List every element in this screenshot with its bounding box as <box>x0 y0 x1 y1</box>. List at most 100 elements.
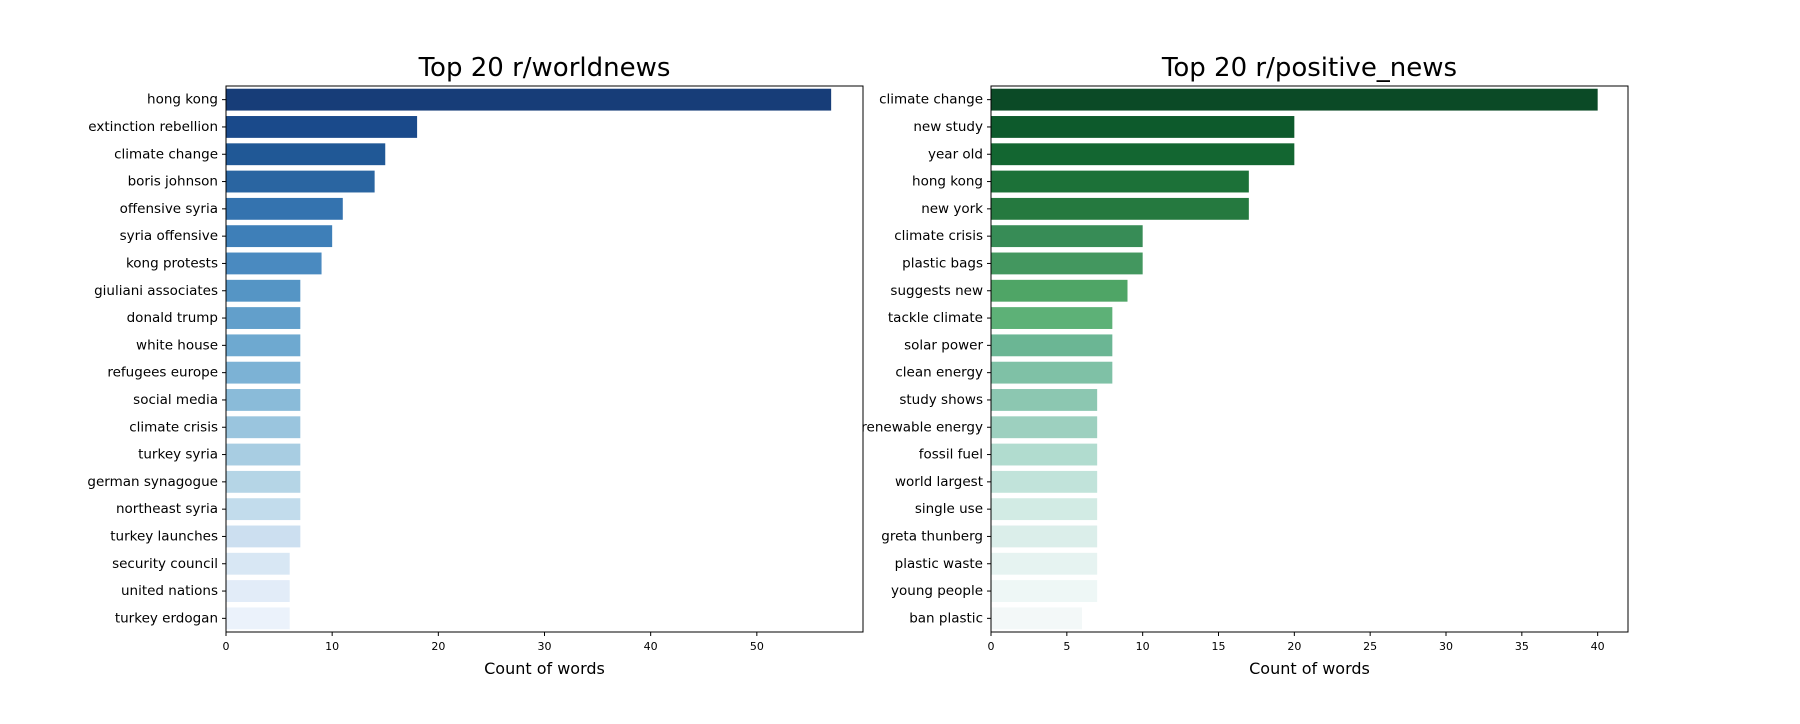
category-label: plastic bags <box>902 255 983 271</box>
x-tick-label: 20 <box>431 640 445 653</box>
bar <box>226 552 290 575</box>
x-tick-label: 10 <box>325 640 339 653</box>
category-label: german synagogue <box>87 474 218 490</box>
x-tick-label: 0 <box>988 640 995 653</box>
bar <box>226 580 290 602</box>
chart-panel-1: hong kong extinction rebellion climate cha… <box>87 53 864 678</box>
category-label: ban plastic <box>909 610 983 626</box>
bar <box>226 607 290 630</box>
category-label: solar power <box>904 337 983 353</box>
category-label: kong protests <box>126 255 218 271</box>
bar <box>991 197 1249 220</box>
bar <box>991 389 1098 411</box>
category-label: greta thunberg <box>881 528 983 544</box>
x-tick-label: 30 <box>1439 640 1453 653</box>
bar <box>991 552 1098 575</box>
category-label: white house <box>136 337 218 353</box>
bar <box>991 498 1098 521</box>
x-axis-label: Count of words <box>484 659 605 678</box>
x-tick-label: 50 <box>750 640 764 653</box>
category-label: refugees europe <box>107 365 218 381</box>
category-label: turkey launches <box>110 528 218 544</box>
category-label: offensive syria <box>120 201 218 217</box>
chart-title: Top 20 r/worldnews <box>418 53 671 83</box>
category-label: social media <box>133 392 218 408</box>
bar <box>991 225 1143 248</box>
category-label: turkey erdogan <box>115 610 218 626</box>
category-label: boris johnson <box>128 174 218 190</box>
bar <box>226 361 301 384</box>
category-label: northeast syria <box>116 501 218 517</box>
x-tick-label: 15 <box>1212 640 1226 653</box>
category-label: donald trump <box>127 310 218 326</box>
bar <box>226 470 301 493</box>
plot-frame <box>225 85 864 633</box>
bar <box>226 389 301 411</box>
category-label: hong kong <box>912 174 983 190</box>
bar <box>226 498 301 521</box>
bar <box>991 443 1098 466</box>
category-label: single use <box>915 501 983 517</box>
category-label: suggests new <box>890 283 983 299</box>
bar <box>991 116 1295 138</box>
bar <box>226 143 386 166</box>
bar <box>991 607 1082 630</box>
bar <box>991 470 1098 493</box>
x-tick-label: 10 <box>1136 640 1150 653</box>
category-label: young people <box>891 583 983 599</box>
category-label: syria offensive <box>120 228 218 244</box>
bar <box>991 279 1128 302</box>
category-label: study shows <box>899 392 983 408</box>
x-tick-label: 35 <box>1515 640 1529 653</box>
x-tick-label: 40 <box>644 640 658 653</box>
bar <box>226 116 418 138</box>
category-label: new study <box>913 119 983 135</box>
bar <box>226 197 343 220</box>
bar <box>991 525 1098 548</box>
x-tick-label: 0 <box>223 640 230 653</box>
bar <box>226 416 301 439</box>
category-label: climate crisis <box>894 228 983 244</box>
category-label: clean energy <box>895 365 983 381</box>
bar <box>226 334 301 357</box>
x-tick-label: 40 <box>1591 640 1605 653</box>
category-label: hong kong <box>147 92 218 108</box>
category-label: giuliani associates <box>94 283 218 299</box>
category-label: fossil fuel <box>919 447 983 463</box>
x-tick-label: 5 <box>1063 640 1070 653</box>
bar <box>226 225 333 248</box>
bar <box>226 170 375 193</box>
category-label: united nations <box>121 583 218 599</box>
category-label: new york <box>921 201 983 217</box>
bar <box>991 307 1113 329</box>
chart-title: Top 20 r/positive_news <box>1161 53 1457 83</box>
category-label: climate crisis <box>129 419 218 435</box>
bar <box>226 279 301 302</box>
category-label: climate change <box>114 146 218 162</box>
x-tick-label: 25 <box>1363 640 1377 653</box>
category-label: security council <box>112 556 218 572</box>
bar <box>226 443 301 466</box>
category-label: climate change <box>879 92 983 108</box>
category-label: plastic waste <box>895 556 983 572</box>
category-label: world largest <box>895 474 983 490</box>
x-axis-label: Count of words <box>1249 659 1370 678</box>
category-label: turkey syria <box>138 447 218 463</box>
x-tick-label: 30 <box>538 640 552 653</box>
bar <box>991 143 1295 166</box>
bar <box>991 361 1113 384</box>
bar <box>991 252 1143 275</box>
category-label: renewable energy <box>861 419 983 435</box>
bar <box>226 525 301 548</box>
category-label: extinction rebellion <box>88 119 218 135</box>
bar <box>226 252 322 275</box>
plot-frame <box>990 85 1629 633</box>
bar <box>226 307 301 329</box>
chart-panel-2: climate change new study year old hong kong… <box>861 53 1629 678</box>
bar <box>991 334 1113 357</box>
bar <box>991 580 1098 602</box>
category-label: tackle climate <box>888 310 983 326</box>
bar <box>991 416 1098 439</box>
